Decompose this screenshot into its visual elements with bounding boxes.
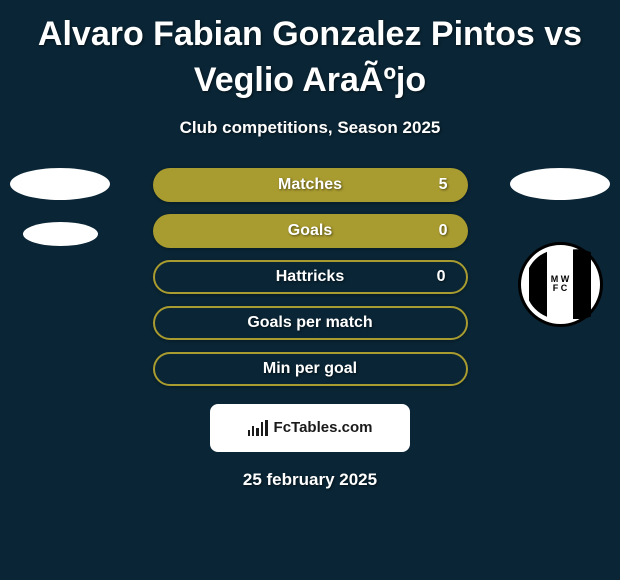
footer-date: 25 february 2025 (0, 470, 620, 490)
stat-bar-matches: Matches 5 (153, 168, 468, 202)
stat-value: 5 (439, 176, 448, 194)
stat-label: Hattricks (276, 268, 344, 286)
stat-label: Goals per match (247, 314, 372, 332)
player2-club-logo: M WF C (518, 242, 603, 327)
club-logo-stripe-right (573, 249, 591, 319)
club-logo-inner: M WF C (525, 249, 595, 319)
player1-oval-small (23, 222, 98, 246)
content-area: M WF C Matches 5 Goals 0 Hattricks 0 Goa… (0, 168, 620, 490)
stat-bar-hattricks: Hattricks 0 (153, 260, 468, 294)
stat-bar-goals-per-match: Goals per match (153, 306, 468, 340)
brand-badge: FcTables.com (210, 404, 410, 452)
stat-label: Goals (288, 222, 332, 240)
stat-bar-min-per-goal: Min per goal (153, 352, 468, 386)
stat-bar-goals: Goals 0 (153, 214, 468, 248)
stat-label: Min per goal (263, 360, 357, 378)
left-player-graphics (10, 168, 110, 246)
comparison-title: Alvaro Fabian Gonzalez Pintos vs Veglio … (0, 0, 620, 108)
player1-oval-large (10, 168, 110, 200)
right-player-graphics: M WF C (510, 168, 610, 327)
club-logo-text: M WF C (551, 275, 570, 293)
stat-label: Matches (278, 176, 342, 194)
chart-icon (248, 420, 268, 436)
club-logo-stripe-left (529, 249, 547, 319)
player2-oval-large (510, 168, 610, 200)
stat-value: 0 (437, 268, 446, 286)
brand-text: FcTables.com (274, 419, 373, 436)
comparison-subtitle: Club competitions, Season 2025 (0, 118, 620, 138)
stat-value: 0 (439, 222, 448, 240)
